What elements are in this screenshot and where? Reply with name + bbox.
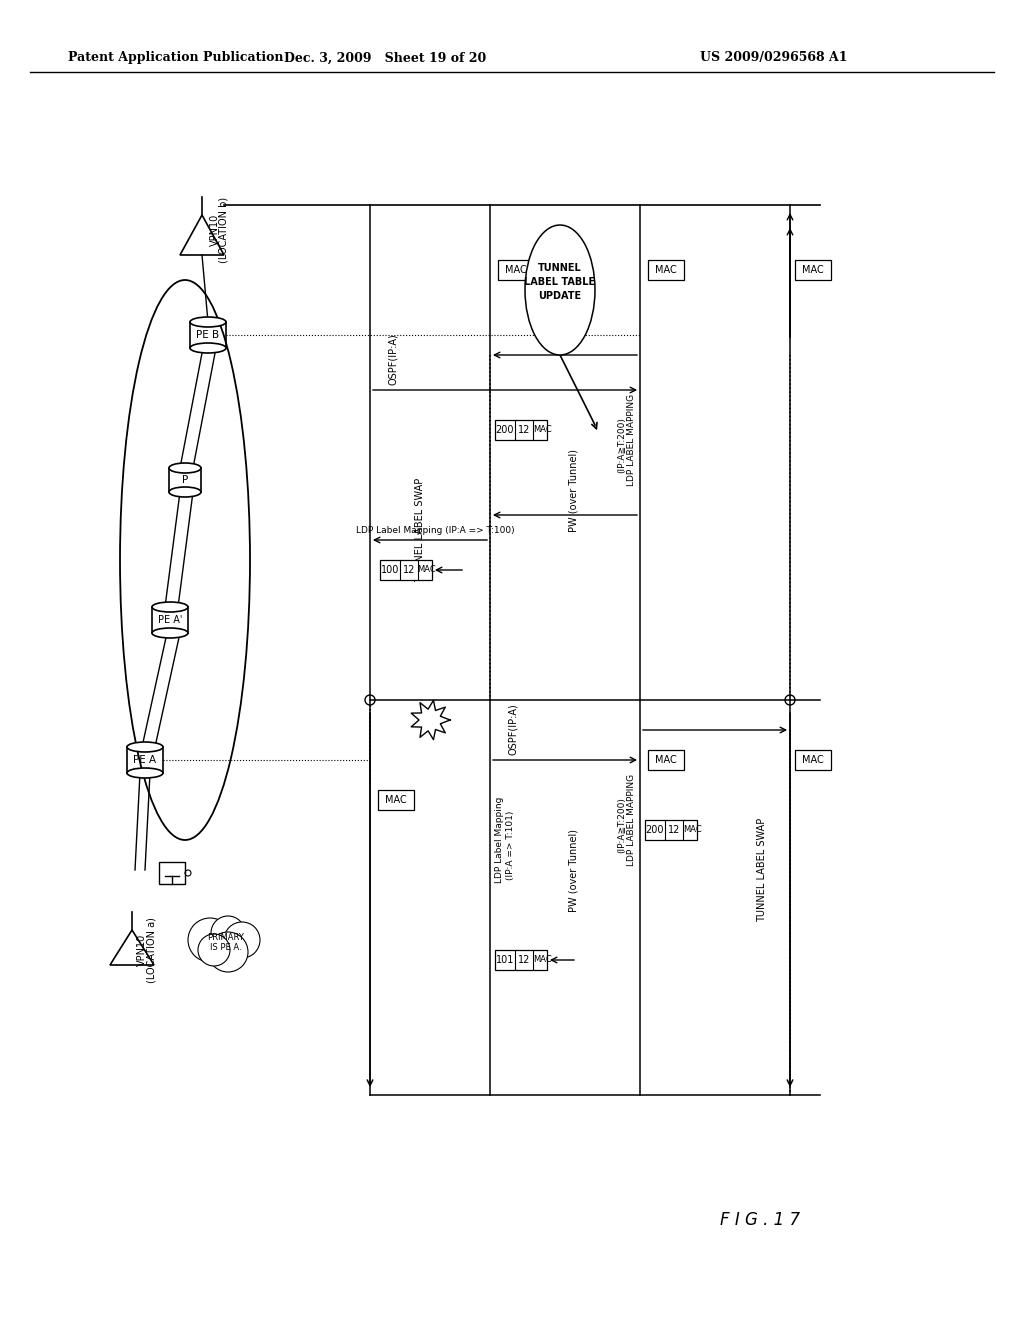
Text: Dec. 3, 2009   Sheet 19 of 20: Dec. 3, 2009 Sheet 19 of 20	[284, 51, 486, 65]
Text: LABEL TABLE: LABEL TABLE	[524, 277, 596, 286]
Text: UPDATE: UPDATE	[539, 290, 582, 301]
Text: 101: 101	[496, 954, 514, 965]
Ellipse shape	[152, 602, 188, 612]
FancyBboxPatch shape	[645, 820, 697, 840]
Text: PE B: PE B	[197, 330, 219, 341]
Text: 12: 12	[402, 565, 415, 576]
Text: LDP LABEL MAPPING: LDP LABEL MAPPING	[628, 393, 637, 486]
Ellipse shape	[169, 463, 201, 473]
Ellipse shape	[525, 224, 595, 355]
Text: MAC: MAC	[655, 265, 677, 275]
Text: 12: 12	[518, 954, 530, 965]
Circle shape	[224, 921, 260, 958]
Text: MAC: MAC	[683, 825, 701, 834]
Circle shape	[188, 917, 232, 962]
Text: Patent Application Publication: Patent Application Publication	[68, 51, 284, 65]
Text: MAC: MAC	[418, 565, 436, 574]
FancyBboxPatch shape	[795, 750, 831, 770]
Text: US 2009/0296568 A1: US 2009/0296568 A1	[700, 51, 848, 65]
Text: OSPF(IP:A): OSPF(IP:A)	[388, 333, 398, 385]
Ellipse shape	[127, 768, 163, 777]
FancyBboxPatch shape	[378, 789, 414, 810]
Text: LDP Label Mapping (IP:A => T:100): LDP Label Mapping (IP:A => T:100)	[355, 525, 514, 535]
Ellipse shape	[152, 628, 188, 638]
Text: 12: 12	[518, 425, 530, 436]
Ellipse shape	[190, 317, 226, 327]
Text: 200: 200	[496, 425, 514, 436]
Ellipse shape	[169, 487, 201, 498]
Text: IS PE A.: IS PE A.	[210, 944, 242, 953]
Text: MAC: MAC	[532, 956, 551, 965]
Circle shape	[198, 935, 230, 966]
Text: F I G . 1 7: F I G . 1 7	[720, 1210, 800, 1229]
Text: OSPF(IP:A): OSPF(IP:A)	[508, 704, 518, 755]
Text: PE A': PE A'	[158, 615, 182, 624]
Text: 100: 100	[381, 565, 399, 576]
Ellipse shape	[190, 343, 226, 352]
FancyBboxPatch shape	[498, 260, 534, 280]
Text: VPN10: VPN10	[137, 933, 147, 966]
Text: (IP:A => T:101): (IP:A => T:101)	[506, 810, 514, 879]
Text: P: P	[182, 475, 188, 484]
Text: VPN10: VPN10	[210, 214, 220, 246]
Text: (IP:A≧T:200): (IP:A≧T:200)	[617, 797, 627, 853]
FancyBboxPatch shape	[495, 420, 547, 440]
Text: TUNNEL LABEL SWAP: TUNNEL LABEL SWAP	[757, 818, 767, 923]
Text: PW (over Tunnel): PW (over Tunnel)	[568, 449, 578, 532]
Text: MAC: MAC	[802, 755, 824, 766]
Text: TUNNEL LABEL SWAP: TUNNEL LABEL SWAP	[415, 478, 425, 582]
Ellipse shape	[127, 742, 163, 752]
FancyBboxPatch shape	[648, 260, 684, 280]
Text: 12: 12	[668, 825, 680, 836]
Circle shape	[208, 932, 248, 972]
Text: PW (over Tunnel): PW (over Tunnel)	[568, 829, 578, 912]
Text: PRIMARY: PRIMARY	[208, 932, 245, 941]
Text: LDP LABEL MAPPING: LDP LABEL MAPPING	[628, 774, 637, 866]
FancyBboxPatch shape	[380, 560, 432, 579]
Text: PE A: PE A	[133, 755, 157, 766]
Text: TUNNEL: TUNNEL	[539, 263, 582, 273]
Text: MAC: MAC	[802, 265, 824, 275]
Text: MAC: MAC	[505, 265, 527, 275]
FancyBboxPatch shape	[795, 260, 831, 280]
Text: (LOCATION a): (LOCATION a)	[146, 917, 156, 983]
FancyBboxPatch shape	[495, 950, 547, 970]
Circle shape	[211, 916, 245, 950]
Text: LDP Label Mapping: LDP Label Mapping	[496, 797, 505, 883]
Text: MAC: MAC	[532, 425, 551, 434]
Text: MAC: MAC	[655, 755, 677, 766]
FancyBboxPatch shape	[648, 750, 684, 770]
Text: 200: 200	[646, 825, 665, 836]
Text: (LOCATION b): (LOCATION b)	[219, 197, 229, 263]
Text: MAC: MAC	[385, 795, 407, 805]
Text: (IP:A≧T:200): (IP:A≧T:200)	[617, 417, 627, 473]
